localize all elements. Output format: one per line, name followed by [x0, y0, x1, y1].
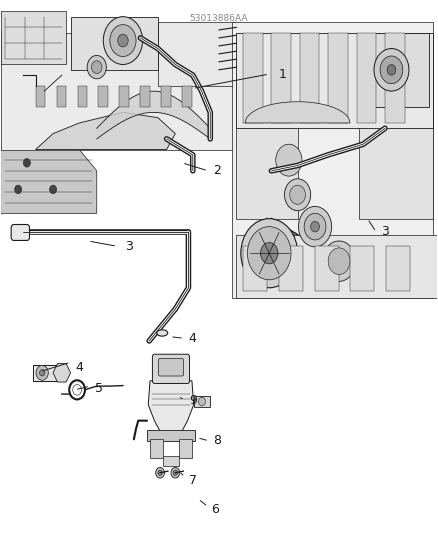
Bar — [386, 246, 410, 292]
Ellipse shape — [157, 330, 168, 336]
Text: 2: 2 — [213, 164, 221, 177]
Circle shape — [103, 17, 143, 64]
Bar — [120, 86, 129, 107]
Bar — [350, 246, 374, 292]
Bar — [141, 86, 150, 107]
Circle shape — [374, 49, 409, 91]
Circle shape — [304, 213, 326, 240]
Circle shape — [14, 185, 21, 193]
Circle shape — [261, 243, 278, 264]
Bar — [99, 86, 108, 107]
Circle shape — [322, 241, 356, 281]
Bar — [272, 33, 291, 123]
Circle shape — [49, 185, 57, 193]
Text: 6: 6 — [211, 504, 219, 516]
Bar — [57, 86, 66, 107]
Polygon shape — [245, 102, 350, 123]
Bar — [1, 11, 66, 64]
Polygon shape — [35, 112, 175, 150]
Bar — [359, 128, 433, 219]
Bar — [147, 430, 195, 441]
Circle shape — [241, 219, 297, 288]
Circle shape — [110, 25, 136, 56]
Bar — [150, 439, 163, 458]
Bar — [328, 33, 348, 123]
Bar — [314, 246, 339, 292]
Text: 4: 4 — [75, 361, 83, 374]
Circle shape — [23, 159, 30, 167]
Bar — [1, 33, 237, 150]
Circle shape — [158, 470, 162, 475]
Bar — [163, 456, 179, 466]
Bar — [243, 33, 263, 123]
Text: 7: 7 — [189, 474, 197, 487]
Circle shape — [380, 56, 403, 84]
Circle shape — [118, 34, 128, 47]
Bar — [237, 235, 437, 298]
Bar — [35, 86, 45, 107]
Bar — [194, 395, 210, 407]
Bar — [357, 33, 376, 123]
Text: 3: 3 — [381, 225, 389, 238]
Bar — [237, 33, 433, 128]
Bar — [33, 365, 62, 381]
Bar — [158, 22, 237, 86]
Circle shape — [73, 384, 81, 395]
Circle shape — [198, 397, 205, 406]
Circle shape — [311, 221, 319, 232]
Circle shape — [173, 470, 177, 475]
Circle shape — [285, 179, 311, 211]
Text: 53013886AA: 53013886AA — [190, 14, 248, 23]
Circle shape — [69, 380, 85, 399]
Circle shape — [276, 144, 302, 176]
Polygon shape — [53, 364, 71, 382]
Bar — [237, 128, 297, 219]
Text: 3: 3 — [126, 240, 134, 253]
Bar — [359, 33, 428, 107]
Bar — [279, 246, 303, 292]
Circle shape — [87, 55, 106, 79]
Circle shape — [298, 206, 332, 247]
Bar — [243, 246, 267, 292]
Circle shape — [39, 369, 45, 376]
Bar — [161, 86, 171, 107]
Bar — [71, 17, 158, 70]
Text: 1: 1 — [279, 68, 286, 80]
Circle shape — [290, 185, 305, 204]
Circle shape — [328, 248, 350, 274]
Circle shape — [171, 467, 180, 478]
Text: 8: 8 — [213, 434, 221, 447]
Text: 9: 9 — [189, 394, 197, 407]
FancyBboxPatch shape — [152, 354, 190, 383]
Bar — [300, 33, 319, 123]
Circle shape — [92, 61, 102, 74]
Circle shape — [155, 467, 164, 478]
Text: 5: 5 — [95, 382, 103, 395]
Bar — [232, 22, 433, 298]
Bar — [179, 439, 192, 458]
Circle shape — [247, 227, 291, 280]
Polygon shape — [148, 381, 194, 431]
Text: 4: 4 — [188, 332, 196, 345]
Bar — [385, 33, 405, 123]
Polygon shape — [1, 150, 97, 213]
FancyBboxPatch shape — [11, 224, 29, 240]
Circle shape — [387, 64, 396, 75]
Bar — [78, 86, 87, 107]
Bar — [182, 86, 192, 107]
FancyBboxPatch shape — [158, 359, 184, 376]
Circle shape — [36, 366, 48, 380]
